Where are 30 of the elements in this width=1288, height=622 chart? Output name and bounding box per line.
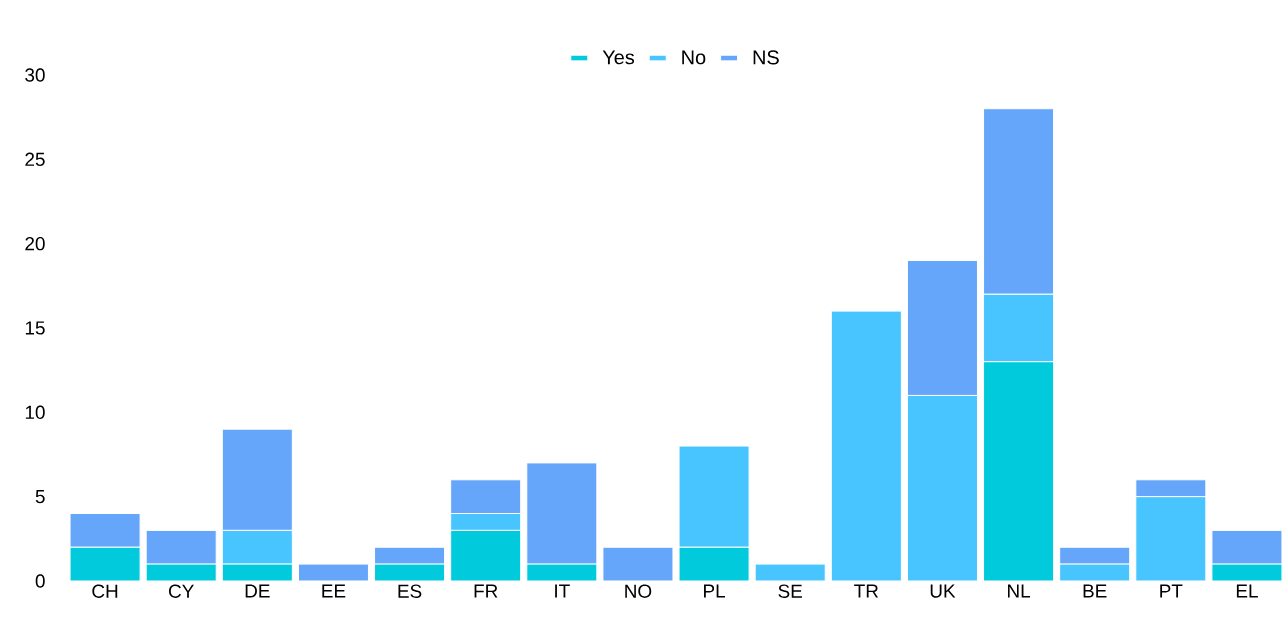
x-tick-label: IT: [555, 584, 570, 598]
x-tick-label: EL: [1236, 584, 1258, 598]
y-tick-label: 25: [25, 152, 45, 167]
y-tick-label: 0: [35, 574, 45, 588]
bar: [297, 563, 369, 582]
bar: [754, 563, 826, 582]
x-tick-label: TR: [854, 584, 879, 598]
legend-label: Yes: [602, 50, 635, 65]
x-tick-label: BE: [1083, 584, 1107, 598]
y-tick-label: 30: [25, 68, 45, 82]
x-tick-label: CY: [169, 584, 194, 598]
bar: [602, 546, 674, 582]
y-tick-label: 20: [25, 236, 45, 251]
y-tick-label: 10: [25, 405, 45, 420]
x-tick-label: ES: [398, 584, 422, 598]
x-tick-label: EE: [322, 584, 346, 598]
x-tick-label: PL: [704, 584, 726, 598]
x-tick-label: DE: [245, 584, 270, 598]
x-tick-label: SE: [778, 584, 803, 598]
bar: [830, 310, 902, 582]
x-tick-label: FR: [474, 584, 498, 598]
x-tick-label: CH: [92, 584, 118, 598]
x-tick-label: PT: [1160, 584, 1183, 598]
x-tick-label: UK: [930, 584, 956, 598]
legend-label: NS: [753, 50, 779, 65]
legend-label: No: [682, 50, 706, 65]
x-tick-label: NL: [1008, 584, 1031, 598]
y-tick-label: 5: [35, 490, 45, 504]
y-tick-label: 15: [25, 321, 45, 335]
x-tick-label: NO: [625, 584, 652, 598]
